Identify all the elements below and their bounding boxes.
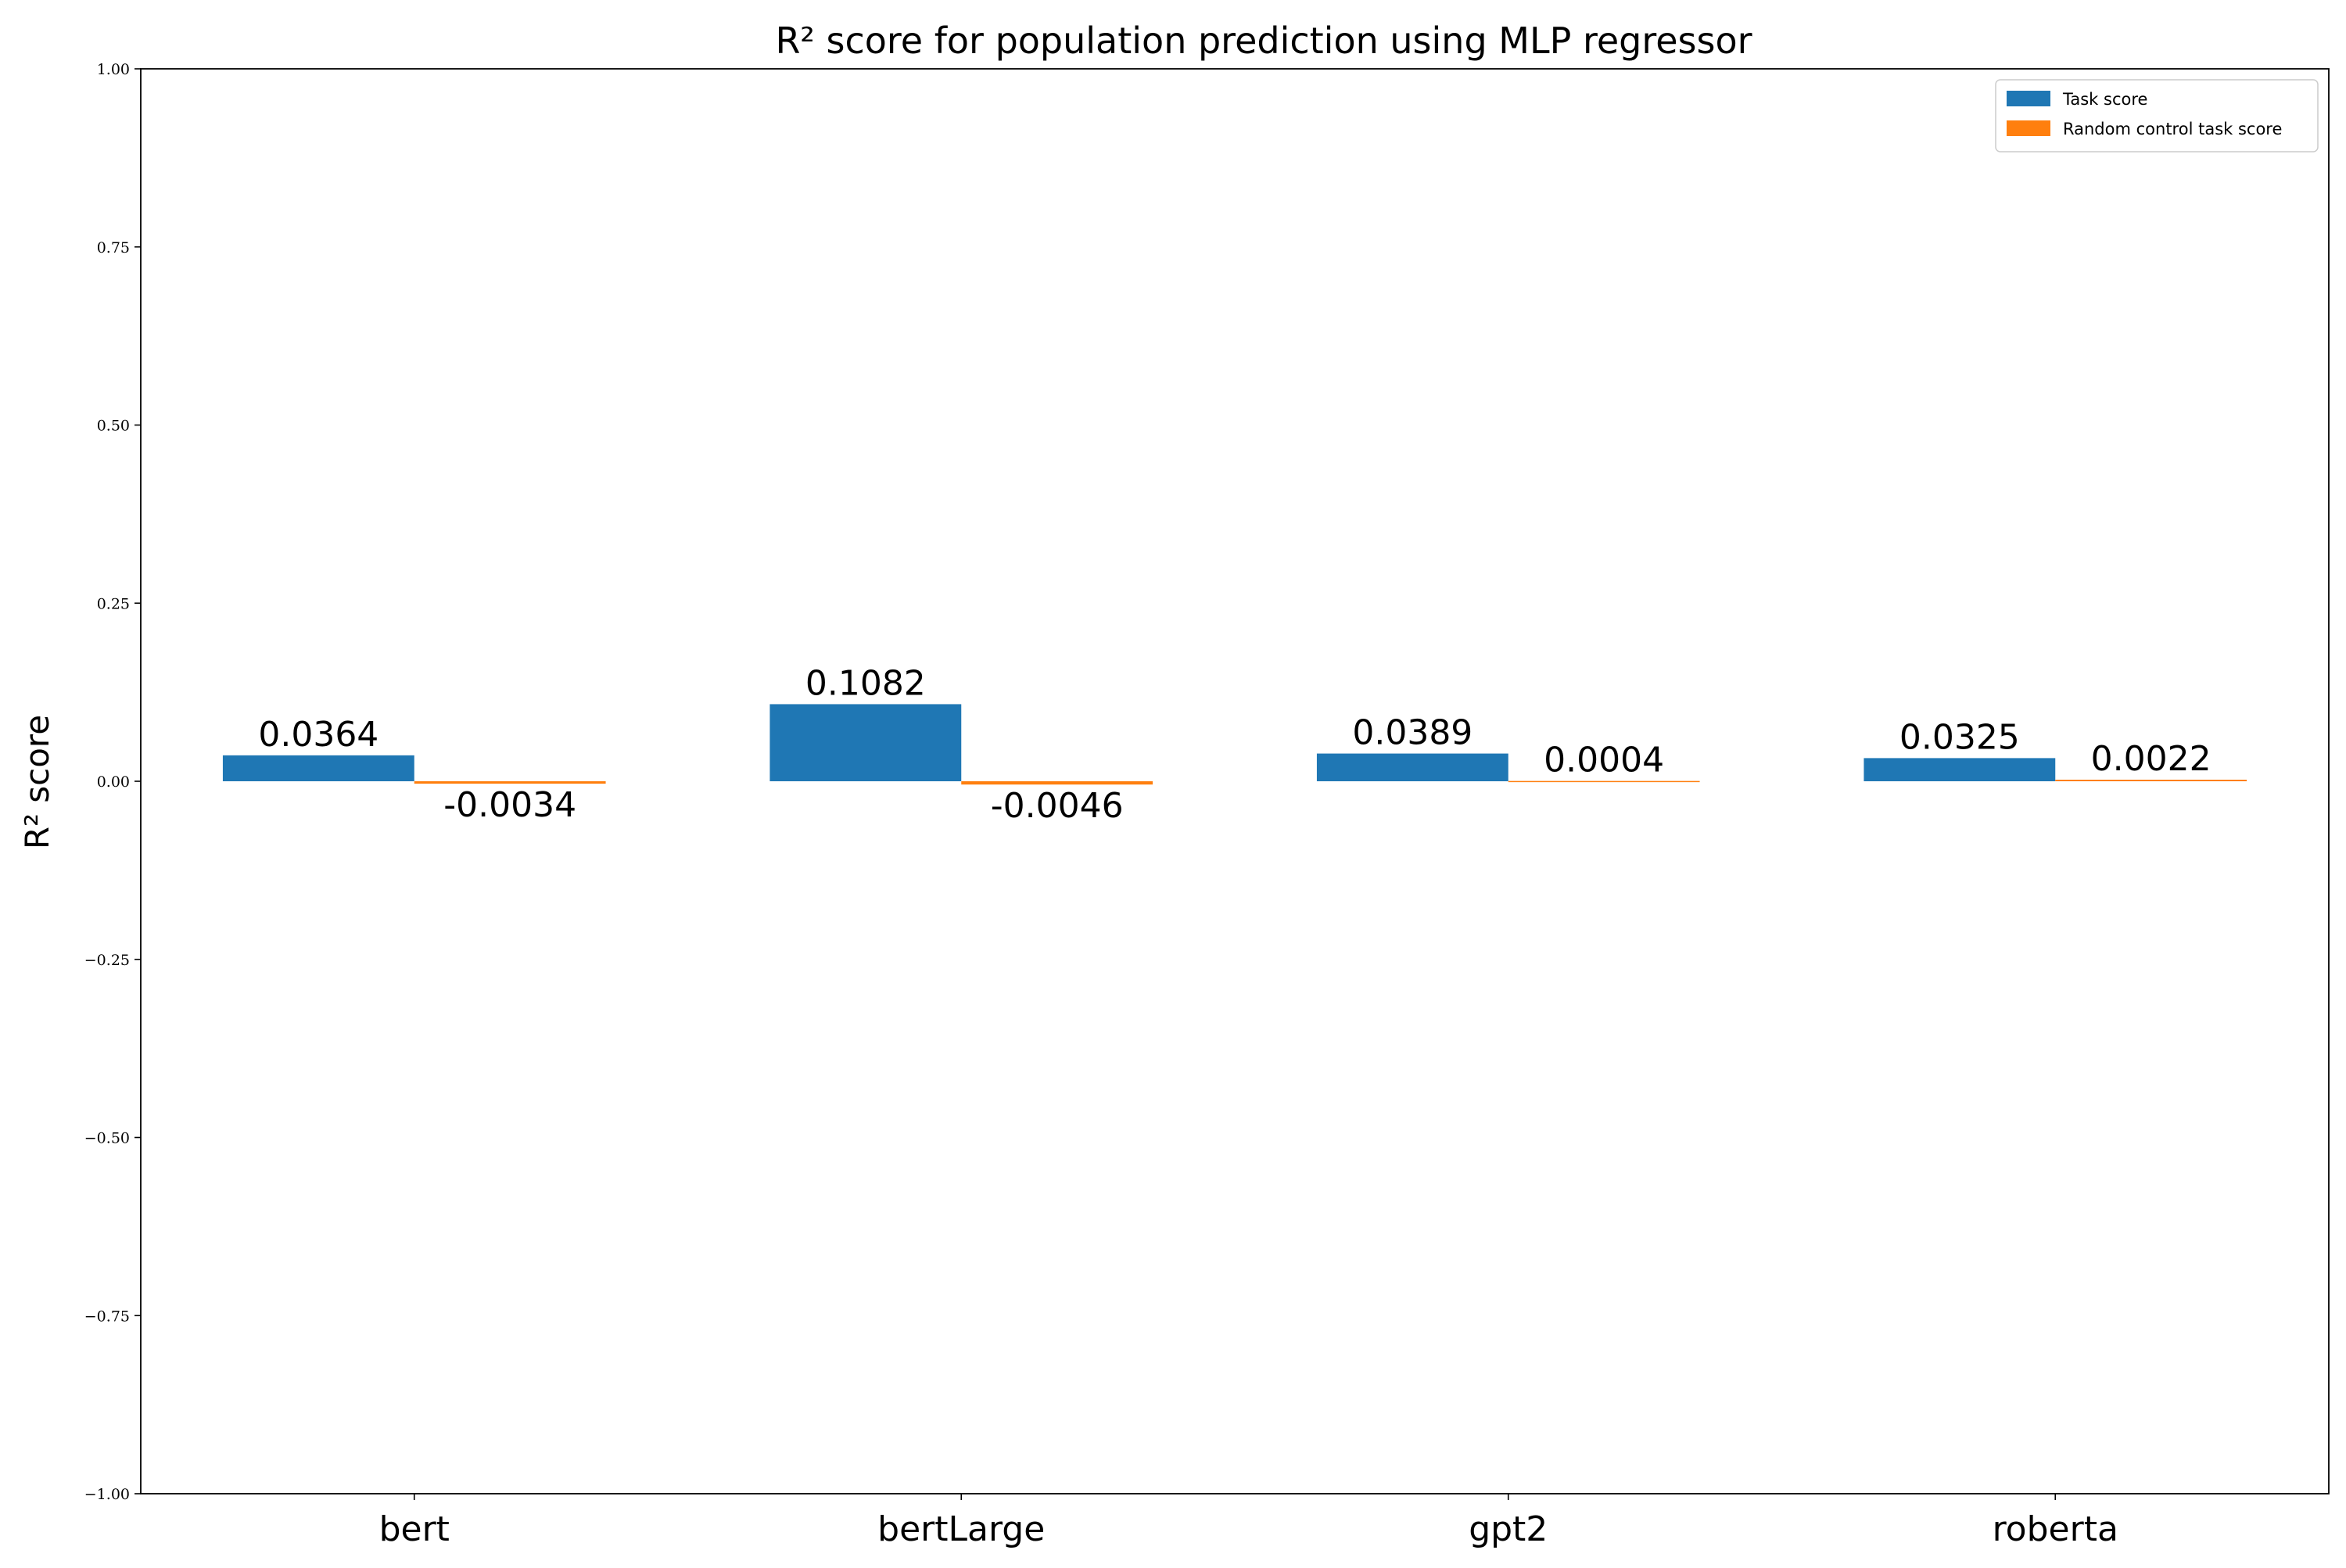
x-tick-label: gpt2 [1469, 1509, 1548, 1549]
bar-value-label: -0.0046 [991, 786, 1124, 826]
bar [769, 704, 962, 781]
bar [222, 755, 414, 781]
y-tick-label: −0.50 [84, 1130, 130, 1147]
y-tick-label: −0.75 [84, 1308, 130, 1325]
y-tick-label: −1.00 [84, 1486, 130, 1503]
plot-area: −1.00 −0.75 −0.50 −0.25 0.00 0.25 0.50 0.75 1.00… [84, 61, 2330, 1549]
bar-value-label: 0.0022 [2091, 739, 2211, 779]
legend-frame [1995, 79, 2319, 152]
bar-value-label: 0.0325 [1899, 717, 2020, 757]
bar [414, 781, 606, 784]
y-tick-label: −0.25 [84, 952, 130, 969]
bar [1316, 753, 1508, 781]
bar-value-label: 0.0004 [1544, 741, 1664, 780]
y-tick-label: 0.00 [97, 773, 130, 791]
x-tick-label: bertLarge [877, 1509, 1045, 1549]
bar [2055, 779, 2247, 781]
bar-value-label: -0.0034 [443, 785, 576, 825]
axes-frame [140, 68, 2330, 1494]
legend-swatch [2007, 91, 2050, 106]
legend-label: Task score [2062, 90, 2147, 109]
legend-swatch [2007, 120, 2050, 136]
bar [961, 781, 1153, 785]
bar-value-label: 0.0364 [258, 715, 378, 755]
legend-label: Random control task score [2063, 120, 2282, 138]
y-tick-label: 0.50 [97, 418, 130, 435]
bar [1864, 758, 2056, 781]
bar-value-label: 0.0389 [1352, 713, 1473, 753]
chart-title: R² score for population prediction using… [775, 20, 1752, 62]
y-tick-label: 0.25 [97, 595, 130, 612]
y-tick-label: 0.75 [97, 239, 130, 257]
y-tick-label: 1.00 [97, 61, 130, 78]
x-tick-label: bert [379, 1509, 450, 1549]
bar-value-label: 0.1082 [805, 663, 926, 703]
bar [1508, 780, 1700, 783]
y-axis-label: R² score [18, 715, 56, 849]
x-tick-label: roberta [1993, 1509, 2118, 1549]
legend: Task score Random control task score [1995, 79, 2319, 152]
